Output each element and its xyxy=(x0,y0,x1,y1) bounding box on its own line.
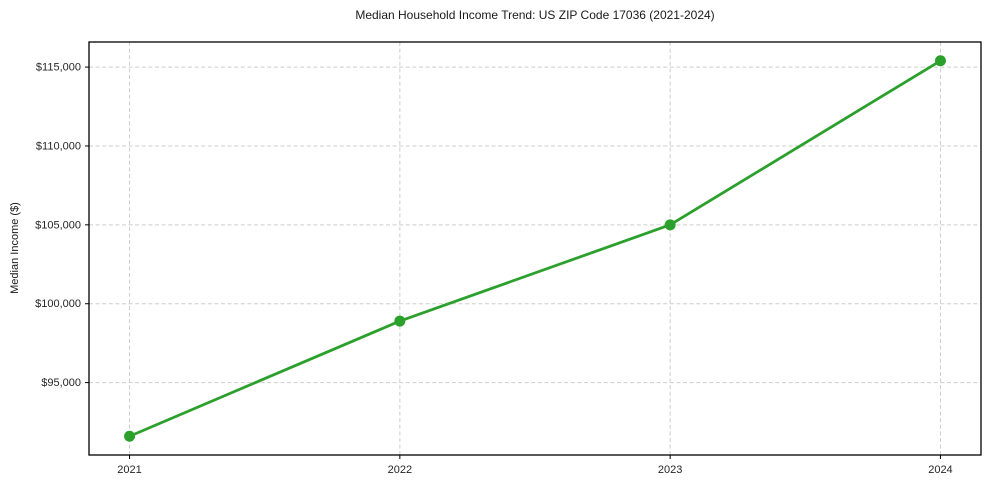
data-point-marker xyxy=(664,219,676,231)
axes-border xyxy=(88,41,982,456)
y-tick-label: $100,000 xyxy=(35,298,81,310)
data-point-marker xyxy=(394,315,406,327)
y-tick-label: $105,000 xyxy=(35,219,81,231)
median-income-line xyxy=(128,59,942,438)
x-tick-label: 2022 xyxy=(388,464,412,476)
chart-title: Median Household Income Trend: US ZIP Co… xyxy=(355,8,715,22)
x-tick-label: 2021 xyxy=(117,464,141,476)
x-tick-label: 2023 xyxy=(658,464,682,476)
data-point-marker xyxy=(124,430,136,442)
y-tick-label: $95,000 xyxy=(41,377,81,389)
y-tick-label: $115,000 xyxy=(36,62,81,74)
data-point-marker xyxy=(934,55,946,67)
x-tick-label: 2024 xyxy=(928,464,952,476)
y-tick-label: $110,000 xyxy=(36,140,81,152)
